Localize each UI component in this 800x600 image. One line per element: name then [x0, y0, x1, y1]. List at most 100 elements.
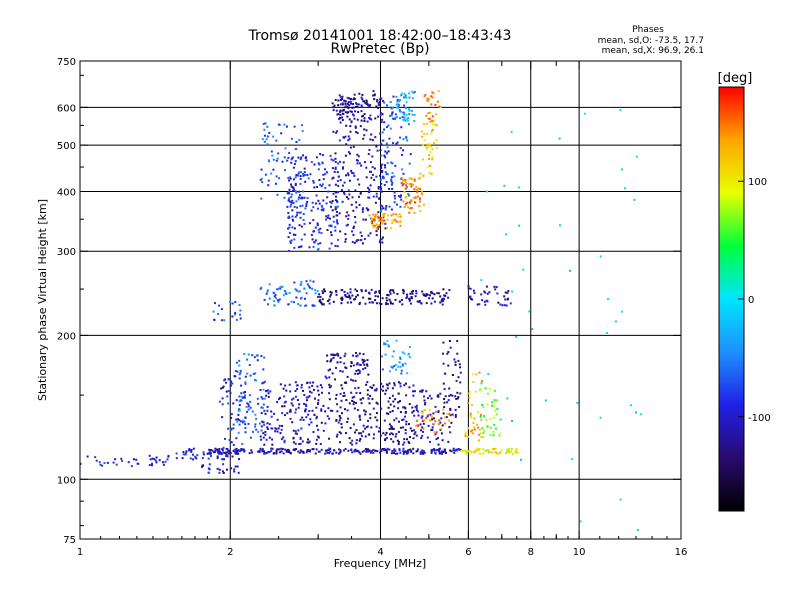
- data-point: [184, 453, 187, 456]
- data-point: [214, 302, 216, 305]
- data-point: [470, 451, 473, 454]
- data-point: [343, 394, 346, 397]
- data-point: [406, 201, 409, 204]
- data-point: [356, 449, 359, 452]
- data-point: [363, 237, 366, 240]
- data-point: [336, 219, 338, 222]
- data-point: [471, 432, 474, 435]
- data-point: [242, 391, 245, 394]
- data-point: [265, 138, 268, 141]
- data-point: [300, 296, 303, 299]
- data-point: [378, 101, 381, 104]
- data-point: [345, 143, 348, 146]
- data-point: [223, 458, 225, 461]
- data-point: [472, 422, 475, 424]
- data-point: [439, 421, 442, 424]
- data-point: [383, 212, 386, 215]
- data-point: [355, 429, 358, 432]
- data-point: [445, 292, 448, 295]
- data-point: [330, 158, 333, 161]
- data-point: [440, 298, 443, 301]
- data-point: [422, 427, 425, 430]
- data-point: [162, 461, 164, 464]
- data-point: [451, 374, 454, 376]
- data-point: [287, 199, 290, 202]
- data-point: [321, 303, 324, 306]
- data-point: [399, 382, 402, 385]
- data-point: [306, 441, 309, 444]
- data-point: [427, 117, 430, 120]
- data-point: [289, 242, 292, 244]
- data-point: [352, 209, 355, 212]
- data-point: [232, 444, 235, 446]
- data-point: [294, 182, 297, 185]
- data-point: [332, 159, 335, 162]
- data-point: [489, 434, 492, 437]
- data-point: [337, 354, 340, 357]
- data-point: [320, 421, 323, 424]
- data-point: [404, 181, 407, 183]
- data-point: [405, 452, 408, 455]
- data-point: [218, 468, 221, 471]
- data-point: [301, 196, 303, 199]
- data-point: [151, 462, 153, 465]
- data-point: [396, 439, 399, 442]
- data-point: [266, 290, 269, 293]
- data-point: [426, 132, 429, 135]
- data-point: [238, 408, 241, 411]
- data-point: [358, 439, 361, 442]
- data-point: [431, 292, 434, 295]
- data-point: [352, 364, 355, 367]
- data-point: [300, 386, 303, 389]
- data-point: [455, 448, 458, 451]
- data-point: [485, 285, 488, 288]
- data-point: [362, 359, 365, 362]
- data-point: [216, 467, 219, 470]
- data-point: [480, 293, 483, 296]
- data-point: [353, 174, 356, 177]
- data-point: [298, 403, 301, 406]
- data-point: [346, 409, 349, 412]
- data-point: [395, 220, 398, 223]
- data-point: [401, 184, 404, 187]
- data-point: [384, 166, 387, 169]
- data-point: [400, 177, 403, 180]
- data-point: [334, 354, 337, 357]
- data-point: [433, 449, 436, 452]
- data-point: [495, 452, 498, 455]
- data-point: [434, 410, 437, 413]
- data-point: [390, 107, 393, 110]
- data-point: [341, 109, 344, 112]
- data-point: [621, 168, 623, 171]
- data-point: [344, 135, 347, 138]
- data-point: [238, 423, 241, 426]
- data-point: [373, 93, 376, 96]
- data-point: [288, 179, 291, 182]
- data-point: [162, 463, 165, 466]
- data-point: [338, 431, 341, 434]
- data-point: [379, 217, 382, 219]
- data-point: [234, 452, 237, 455]
- data-point: [228, 439, 231, 441]
- data-point: [442, 408, 445, 411]
- data-point: [267, 395, 270, 398]
- data-point: [328, 224, 331, 227]
- data-point: [425, 122, 428, 125]
- data-point: [315, 415, 318, 418]
- data-point: [369, 297, 372, 300]
- data-point: [351, 171, 354, 174]
- data-point: [417, 410, 420, 413]
- data-point: [286, 412, 289, 415]
- data-point: [319, 301, 322, 304]
- data-point: [522, 268, 525, 271]
- data-point: [447, 399, 450, 402]
- data-point: [349, 365, 352, 368]
- data-point: [420, 416, 423, 419]
- data-point: [297, 156, 300, 159]
- data-point: [380, 167, 383, 169]
- data-point: [289, 390, 292, 393]
- data-point: [370, 118, 373, 121]
- data-point: [221, 449, 224, 452]
- data-point: [384, 208, 387, 211]
- data-point: [298, 451, 301, 454]
